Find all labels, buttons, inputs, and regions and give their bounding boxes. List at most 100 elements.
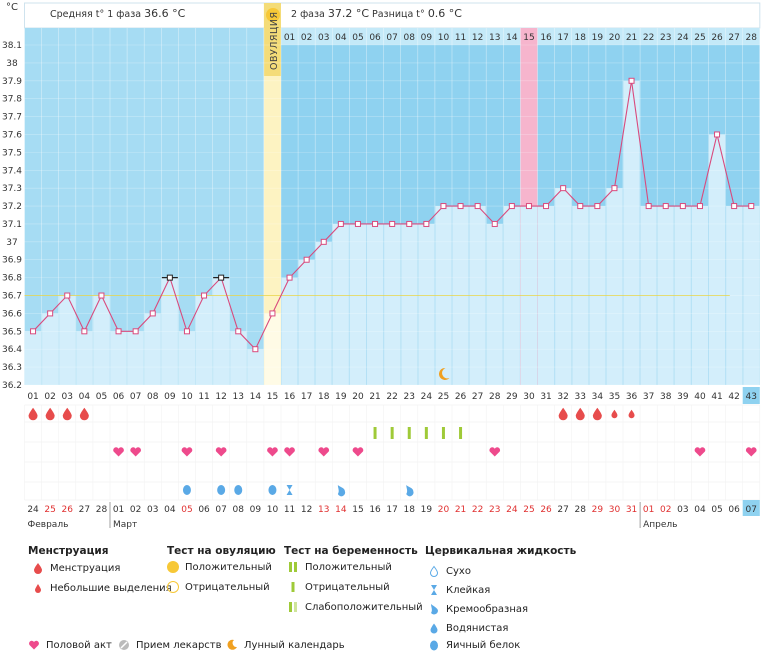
legend-sticky: Клейкая <box>428 584 490 596</box>
temperature-bar <box>367 223 384 385</box>
svg-text:2 фаза 37.2 °C: 2 фаза 37.2 °C <box>291 7 369 20</box>
calendar-date-label: 25 <box>523 505 534 515</box>
y-tick-label: 37.6 <box>2 130 22 140</box>
legend-medication: Прием лекарств <box>118 639 222 651</box>
calendar-date-label: 01 <box>113 505 124 515</box>
temperature-bar <box>606 188 623 385</box>
header-box <box>24 2 761 29</box>
calendar-date-label: 08 <box>233 505 245 515</box>
cycle-day-label: 24 <box>421 392 433 402</box>
calendar-date-label: 10 <box>267 505 279 515</box>
legend-pregnancy-positive: Положительный <box>287 561 392 573</box>
calendar-date-label: 02 <box>660 505 671 515</box>
small-drop-icon <box>628 409 635 419</box>
temperature-point <box>372 220 379 227</box>
heart-icon <box>352 447 364 457</box>
cycle-day-label: 15 <box>267 392 278 402</box>
legend-pregnancy-negative: Отрицательный <box>287 581 390 593</box>
calendar-date-label: 19 <box>421 505 433 515</box>
y-tick-label: 36.5 <box>2 327 22 337</box>
calendar-date-label: 31 <box>626 505 637 515</box>
calendar-date-label: 26 <box>62 505 74 515</box>
temperature-bar <box>127 331 144 385</box>
temperature-bar <box>418 223 435 385</box>
bbt-chart: 36.2 36.3 36.4 36.5 36.6 36.7 36.8 36.9 37 37.1 37… <box>2 2 761 530</box>
heart-icon <box>694 447 706 457</box>
calendar-date-label: 27 <box>79 505 90 515</box>
legend-pregnancy-test-title: Тест на беременность <box>284 545 418 557</box>
cycle-day-label: 02 <box>44 392 55 402</box>
phase2-day-label: 19 <box>592 33 604 43</box>
temperature-bar <box>144 313 161 385</box>
temperature-point <box>662 203 669 210</box>
cycle-day-label: 05 <box>96 392 107 402</box>
cycle-day-label: 34 <box>592 392 604 402</box>
temperature-point <box>303 256 310 263</box>
temperature-point <box>286 274 293 281</box>
svg-text:Разница t° 0.6 °C: Разница t° 0.6 °C <box>372 7 462 20</box>
egg-white-icon <box>268 485 277 495</box>
single-strip-icon <box>291 582 295 592</box>
temperature-bars <box>25 80 760 385</box>
cycle-day-label: 28 <box>489 392 501 402</box>
calendar-date-label: 14 <box>335 505 347 515</box>
month-label: Март <box>113 520 137 530</box>
temperature-bar <box>196 295 213 385</box>
y-tick-label: 37.2 <box>2 202 22 212</box>
calendar-date-label: 22 <box>472 505 483 515</box>
calendar-date-label: 04 <box>694 505 706 515</box>
current-date-marker <box>742 500 760 516</box>
temperature-point <box>354 220 361 227</box>
temperature-point <box>645 203 652 210</box>
calendar-date-label: 05 <box>711 505 722 515</box>
pregnancy-strip-icon <box>407 427 411 439</box>
y-tick-label: 38.1 <box>2 41 22 51</box>
calendar-date-label: 17 <box>386 505 397 515</box>
legend-creamy: Кремообразная <box>428 603 528 615</box>
temperature-point <box>235 328 242 335</box>
temperature-point <box>628 77 635 84</box>
phase2-day-label: 26 <box>711 33 723 43</box>
calendar-date-label: 21 <box>455 505 466 515</box>
temperature-point <box>98 292 105 299</box>
phase2-day-label: 21 <box>626 33 637 43</box>
legend-ovulation-test-title: Тест на овуляцию <box>167 545 276 557</box>
calendar-date-label: 28 <box>575 505 587 515</box>
phase2-day-label: 11 <box>455 33 466 43</box>
temperature-points <box>30 77 755 353</box>
cycle-day-label: 23 <box>404 392 415 402</box>
unit-label: °C <box>6 2 18 13</box>
cycle-day-label: 18 <box>318 392 330 402</box>
temperature-point <box>508 203 515 210</box>
calendar-date-label: 26 <box>540 505 552 515</box>
cycle-day-label: 40 <box>694 392 706 402</box>
legend-menstruation: Менструация <box>32 562 120 574</box>
temperature-point <box>457 203 464 210</box>
phase2-day-label: 16 <box>540 33 552 43</box>
temperature-bar <box>76 331 93 385</box>
y-tick-label: 36.2 <box>2 381 22 391</box>
calendar-date-label: 28 <box>96 505 108 515</box>
cycle-day-label: 38 <box>660 392 672 402</box>
temperature-point <box>696 203 703 210</box>
temperature-bar <box>213 277 230 385</box>
calendar-date-label: 01 <box>643 505 654 515</box>
phase2-day-axis: 01 02 03 04 05 06 07 08 09 10 11 12 13 14 15 16 17 18 19 20… <box>284 33 757 43</box>
phase1-label: Средняя t° 1 фаза <box>50 9 141 20</box>
calendar-date-label: 06 <box>198 505 210 515</box>
cycle-day-label: 01 <box>27 392 38 402</box>
phase2-day-label: 05 <box>352 33 363 43</box>
temperature-point <box>320 238 327 245</box>
pregnancy-strip-icon <box>390 427 394 439</box>
temperature-point <box>748 203 755 210</box>
temperature-point <box>337 220 344 227</box>
month-label: Февраль <box>28 520 69 530</box>
phase2-day-label: 14 <box>506 33 518 43</box>
heart-icon <box>745 447 757 457</box>
heart-icon <box>181 447 193 457</box>
temperature-point <box>47 310 54 317</box>
temperature-point <box>269 310 276 317</box>
legend-cervical-title: Цервикальная жидкость <box>425 545 577 557</box>
cycle-day-label: 16 <box>284 392 296 402</box>
pregnancy-strip-icon <box>424 427 428 439</box>
